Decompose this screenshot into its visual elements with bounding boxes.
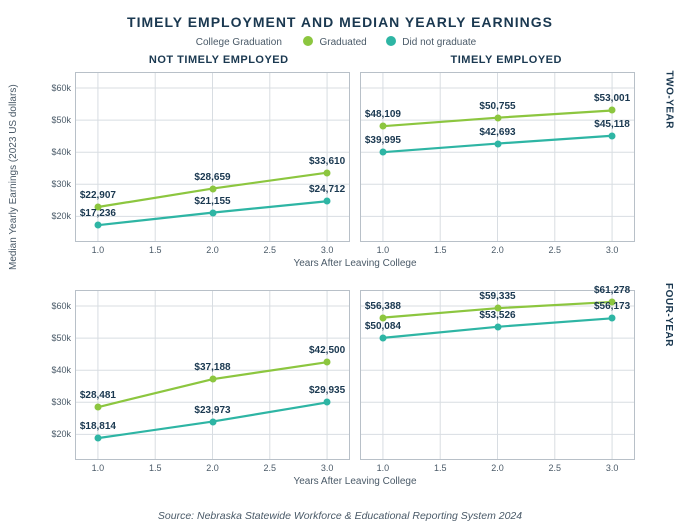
value-label: $23,973	[194, 405, 230, 416]
x-tick: 2.0	[206, 245, 219, 255]
value-label: $45,118	[594, 119, 630, 130]
panel-r1-c0: $28,481 $37,188 $42,500 $18,814 $23,973 $29,9…	[75, 290, 350, 460]
x-tick: 3.0	[606, 245, 619, 255]
data-point	[609, 315, 616, 322]
value-label: $33,610	[309, 156, 345, 167]
y-tick: $30k	[51, 397, 71, 407]
value-label: $22,907	[80, 190, 116, 201]
value-label: $61,278	[594, 285, 630, 296]
data-point	[209, 376, 216, 383]
x-tick: 2.5	[549, 463, 562, 473]
chart-container: TIMELY EMPLOYMENT AND MEDIAN YEARLY EARN…	[0, 0, 680, 528]
x-tick: 3.0	[321, 245, 334, 255]
data-point	[324, 359, 331, 366]
panel-r0-c1: $48,109 $50,755 $53,001 $39,995 $42,693 $45,1…	[360, 72, 635, 242]
data-point	[494, 140, 501, 147]
legend: College Graduation Graduated Did not gra…	[0, 36, 680, 48]
y-tick: $30k	[51, 179, 71, 189]
value-label: $37,188	[194, 362, 230, 373]
value-label: $39,995	[365, 135, 401, 146]
y-tick: $50k	[51, 333, 71, 343]
value-label: $28,481	[80, 390, 116, 401]
y-tick: $50k	[51, 115, 71, 125]
y-tick: $40k	[51, 147, 71, 157]
x-tick: 2.0	[206, 463, 219, 473]
legend-item-notgrad: Did not graduate	[386, 37, 477, 48]
x-tick: 3.0	[321, 463, 334, 473]
data-point	[324, 399, 331, 406]
legend-dot-notgrad	[386, 36, 396, 46]
x-tick: 1.5	[149, 463, 162, 473]
value-label: $28,659	[194, 172, 230, 183]
x-tick: 1.0	[377, 245, 390, 255]
column-headers: NOT TIMELY EMPLOYED TIMELY EMPLOYED	[75, 54, 650, 66]
data-point	[324, 169, 331, 176]
value-label: $18,814	[80, 421, 116, 432]
value-label: $42,693	[479, 127, 515, 138]
source-text: Source: Nebraska Statewide Workforce & E…	[0, 510, 680, 522]
value-label: $50,755	[479, 101, 515, 112]
data-point	[94, 404, 101, 411]
data-point	[609, 132, 616, 139]
y-tick: $20k	[51, 211, 71, 221]
y-axis-label: Median Yearly Earnings (2023 US dollars)	[8, 84, 19, 270]
x-tick: 2.0	[491, 245, 504, 255]
data-point	[379, 123, 386, 130]
value-label: $24,712	[309, 184, 345, 195]
y-tick: $40k	[51, 365, 71, 375]
data-point	[494, 323, 501, 330]
x-tick: 2.0	[491, 463, 504, 473]
value-label: $53,526	[479, 310, 515, 321]
panel-grid: $22,907 $28,659 $33,610 $17,236 $21,155 $24,7…	[75, 72, 635, 478]
legend-label: College Graduation	[196, 37, 282, 48]
row-label: TWO-YEAR	[663, 71, 674, 129]
value-label: $53,001	[594, 93, 630, 104]
legend-text-graduated: Graduated	[319, 37, 366, 48]
value-label: $21,155	[194, 196, 230, 207]
y-tick: $20k	[51, 429, 71, 439]
x-tick: 3.0	[606, 463, 619, 473]
x-tick: 1.5	[434, 245, 447, 255]
data-point	[94, 222, 101, 229]
x-tick: 2.5	[264, 463, 277, 473]
x-tick: 1.5	[149, 245, 162, 255]
x-tick: 1.0	[92, 463, 105, 473]
value-label: $56,173	[594, 301, 630, 312]
x-tick: 2.5	[549, 245, 562, 255]
x-tick: 1.5	[434, 463, 447, 473]
chart-title: TIMELY EMPLOYMENT AND MEDIAN YEARLY EARN…	[0, 0, 680, 30]
y-tick: $60k	[51, 301, 71, 311]
data-point	[494, 114, 501, 121]
x-tick: 1.0	[92, 245, 105, 255]
data-point	[209, 209, 216, 216]
col-header-0: NOT TIMELY EMPLOYED	[75, 54, 363, 66]
panel-r1-c1: $56,388$59,335$61,278$50,084$53,526$56,1…	[360, 290, 635, 460]
data-point	[209, 418, 216, 425]
legend-dot-graduated	[303, 36, 313, 46]
data-point	[609, 107, 616, 114]
value-label: $48,109	[365, 109, 401, 120]
data-point	[94, 435, 101, 442]
y-tick: $60k	[51, 83, 71, 93]
data-point	[209, 185, 216, 192]
x-axis-label: Years After Leaving College	[75, 476, 635, 487]
legend-text-notgrad: Did not graduate	[402, 37, 476, 48]
value-label: $56,388	[365, 301, 401, 312]
value-label: $29,935	[309, 385, 345, 396]
value-label: $42,500	[309, 345, 345, 356]
legend-item-graduated: Graduated	[303, 37, 370, 48]
panel-r0-c0: $22,907 $28,659 $33,610 $17,236 $21,155 $24,7…	[75, 72, 350, 242]
data-point	[379, 334, 386, 341]
data-point	[379, 149, 386, 156]
col-header-1: TIMELY EMPLOYED	[363, 54, 651, 66]
data-point	[324, 198, 331, 205]
x-tick: 1.0	[377, 463, 390, 473]
x-tick: 2.5	[264, 245, 277, 255]
row-label: FOUR-YEAR	[663, 283, 674, 347]
x-axis-label: Years After Leaving College	[75, 258, 635, 269]
value-label: $59,335	[479, 291, 515, 302]
value-label: $50,084	[365, 321, 401, 332]
value-label: $17,236	[80, 208, 116, 219]
